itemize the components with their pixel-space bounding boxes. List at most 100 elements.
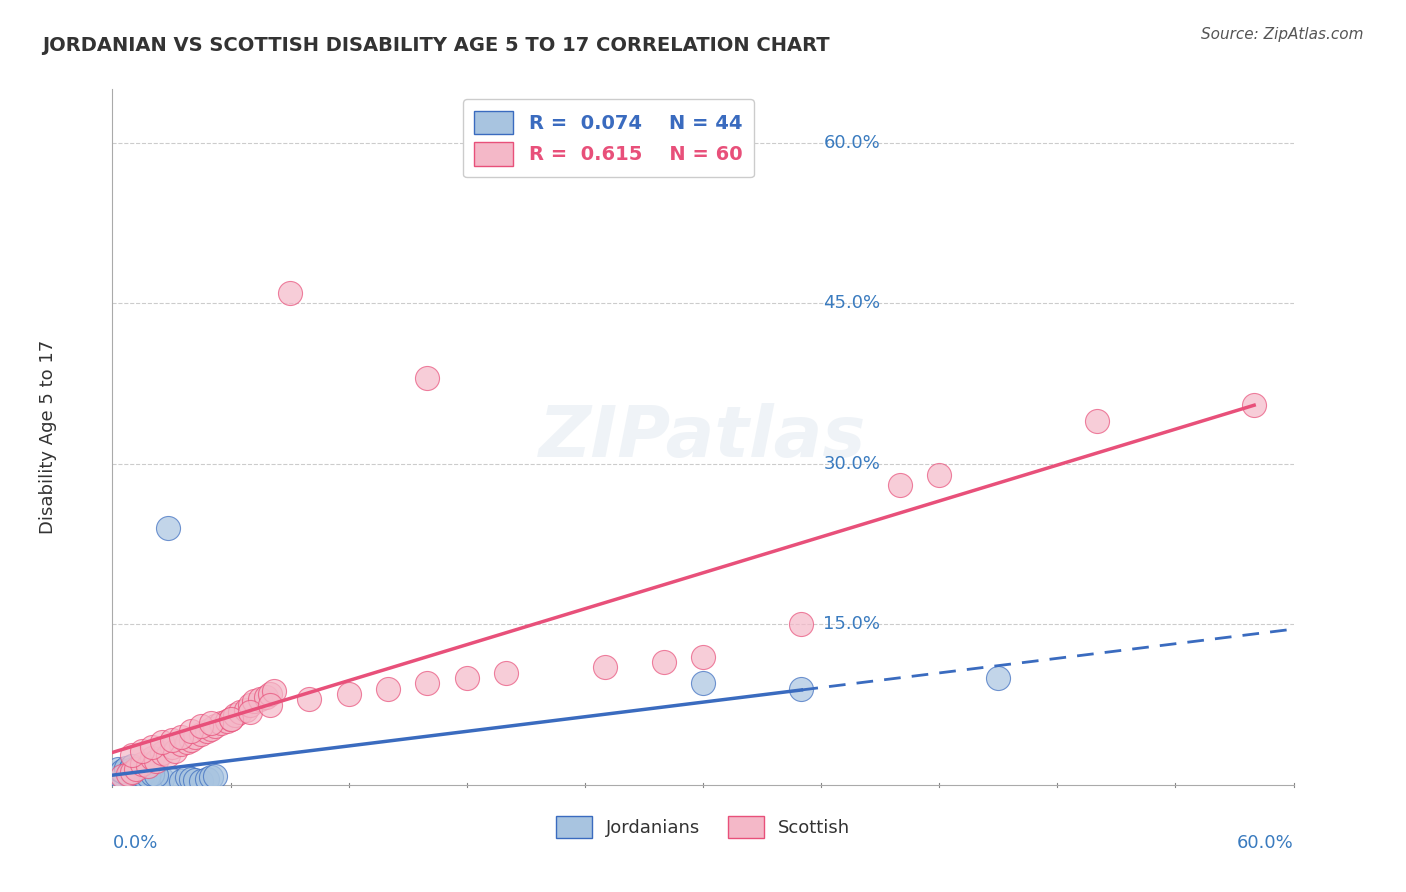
Point (120, 772, 142, 786)
Point (141, 740, 163, 755)
Point (190, 726, 212, 740)
Point (204, 719, 226, 733)
Text: Disability Age 5 to 17: Disability Age 5 to 17 (38, 340, 56, 534)
Point (377, 681, 399, 696)
Point (121, 758, 143, 772)
Point (416, 371, 439, 385)
Point (150, 772, 173, 786)
Point (131, 756, 153, 771)
Point (249, 692, 271, 706)
Text: 60.0%: 60.0% (824, 134, 880, 152)
Point (125, 767, 148, 781)
Point (184, 730, 207, 744)
Point (184, 772, 207, 787)
Point (180, 733, 202, 747)
Point (107, 762, 129, 776)
Point (176, 735, 198, 749)
Point (145, 755, 167, 769)
Text: Source: ZipAtlas.com: Source: ZipAtlas.com (1201, 27, 1364, 42)
Point (243, 694, 266, 708)
Point (170, 773, 193, 788)
Point (692, 649, 714, 664)
Point (117, 768, 139, 782)
Point (129, 769, 152, 783)
Legend: Jordanians, Scottish: Jordanians, Scottish (548, 809, 858, 846)
Point (136, 769, 159, 783)
Point (141, 767, 163, 781)
Point (219, 712, 242, 726)
Point (416, 676, 439, 690)
Point (987, 671, 1010, 685)
Point (180, 724, 202, 739)
Point (141, 751, 163, 765)
Point (117, 767, 139, 781)
Point (112, 769, 135, 783)
Point (495, 665, 517, 680)
Point (115, 774, 138, 789)
Point (115, 761, 138, 775)
Point (136, 772, 159, 787)
Point (692, 676, 714, 690)
Point (200, 723, 222, 737)
Point (156, 747, 179, 762)
Point (170, 737, 193, 751)
Point (593, 660, 616, 674)
Text: 30.0%: 30.0% (824, 455, 880, 473)
Point (150, 746, 173, 760)
Point (122, 771, 145, 785)
Point (239, 698, 262, 712)
Point (156, 521, 179, 535)
Point (121, 766, 143, 780)
Point (1085, 414, 1108, 428)
Point (131, 768, 153, 782)
Point (127, 772, 149, 787)
Point (131, 773, 153, 788)
Point (195, 724, 218, 739)
Point (224, 708, 246, 723)
Point (117, 776, 139, 790)
Point (131, 744, 153, 758)
Point (219, 712, 242, 726)
Point (889, 478, 911, 492)
Point (160, 733, 183, 747)
Point (110, 769, 132, 783)
Text: 60.0%: 60.0% (1237, 834, 1294, 852)
Point (790, 681, 813, 696)
Point (195, 772, 218, 786)
Point (456, 671, 478, 685)
Point (111, 772, 134, 787)
Point (165, 744, 187, 758)
Point (132, 772, 155, 786)
Text: 0.0%: 0.0% (112, 834, 157, 852)
Point (298, 692, 321, 706)
Text: ZIPatlas: ZIPatlas (540, 402, 866, 472)
Point (125, 762, 148, 776)
Point (259, 687, 281, 701)
Point (652, 655, 675, 669)
Point (150, 735, 173, 749)
Point (111, 764, 134, 778)
Point (263, 683, 285, 698)
Point (170, 730, 193, 744)
Point (229, 705, 252, 719)
Point (200, 771, 222, 785)
Point (235, 703, 257, 717)
Point (190, 719, 212, 733)
Point (190, 773, 212, 788)
Point (200, 715, 222, 730)
Point (121, 747, 143, 762)
Point (254, 690, 277, 705)
Point (120, 763, 142, 777)
Point (215, 714, 238, 728)
Point (145, 774, 167, 789)
Point (125, 774, 148, 789)
Point (141, 773, 163, 788)
Text: JORDANIAN VS SCOTTISH DISABILITY AGE 5 TO 17 CORRELATION CHART: JORDANIAN VS SCOTTISH DISABILITY AGE 5 T… (42, 36, 830, 54)
Point (204, 769, 226, 783)
Point (337, 687, 360, 701)
Point (160, 740, 183, 755)
Point (928, 467, 950, 482)
Point (121, 765, 143, 780)
Point (790, 617, 813, 632)
Text: 15.0%: 15.0% (824, 615, 880, 633)
